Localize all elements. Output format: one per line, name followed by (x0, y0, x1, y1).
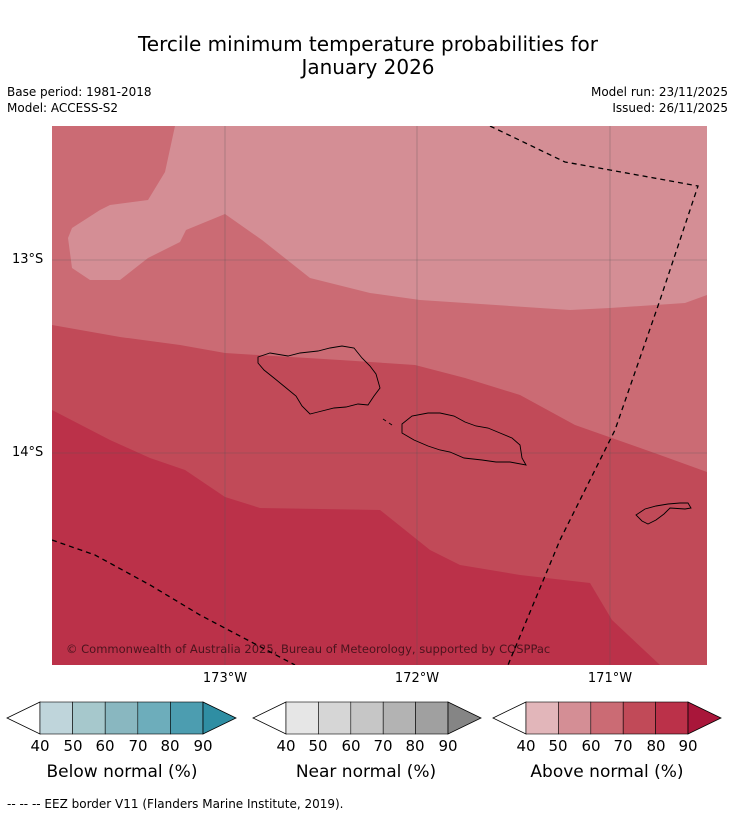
colorbar-segment (72, 701, 106, 735)
colorbar-segment (285, 701, 319, 735)
colorbar-extend-low (492, 701, 527, 735)
tick-label: 60 (95, 737, 115, 755)
tick-label: 60 (581, 737, 601, 755)
colorbar-segment (590, 701, 624, 735)
island-tutuila (635, 502, 692, 525)
colorbar-above (492, 701, 722, 735)
model-run: Model run: 23/11/2025 (590, 85, 728, 99)
tick-label: 80 (160, 737, 180, 755)
colorbar-below (6, 701, 237, 735)
tick-label: 50 (63, 737, 83, 755)
coastlines (257, 345, 692, 525)
chart-title-line2: January 2026 (301, 55, 435, 79)
lon-label-172w: 172°W (394, 671, 440, 686)
colorbar-segment (558, 701, 592, 735)
tick-label: 90 (193, 737, 213, 755)
tick-label: 70 (373, 737, 393, 755)
probability-field (52, 126, 707, 665)
colorbar-extend-high (202, 701, 237, 735)
colorbar-segment (382, 701, 416, 735)
tick-label: 80 (405, 737, 425, 755)
colorbar-extend-low (252, 701, 287, 735)
eez-border-east (489, 126, 699, 665)
colorbar-segment (655, 701, 689, 735)
tick-label: 90 (438, 737, 458, 755)
colorbar-near (252, 701, 482, 735)
colorbar-segment (104, 701, 139, 735)
colorbar-near-label: Near normal (%) (295, 762, 437, 782)
colorbar-segment (39, 701, 73, 735)
island-manono (382, 418, 393, 426)
copyright-text: © Commonwealth of Australia 2025, Bureau… (66, 642, 550, 656)
region-above-50 (68, 126, 707, 310)
chart-title-line1: Tercile minimum temperature probabilitie… (137, 32, 599, 56)
colorbar-segment (350, 701, 384, 735)
tick-label: 40 (516, 737, 536, 755)
colorbars (6, 701, 722, 735)
colorbar-segment (525, 701, 559, 735)
colorbar-below-label: Below normal (%) (46, 762, 198, 782)
tick-label: 60 (341, 737, 361, 755)
model-name: Model: ACCESS-S2 (7, 101, 119, 115)
tick-label: 40 (30, 737, 50, 755)
lat-label-13s: 13°S (12, 252, 44, 267)
issued-date: Issued: 26/11/2025 (612, 101, 728, 115)
colorbar-segment (415, 701, 449, 735)
lon-label-173w: 173°W (202, 671, 248, 686)
island-savaii (257, 345, 381, 415)
colorbar-above-label: Above normal (%) (530, 762, 684, 782)
colorbar-segment (137, 701, 171, 735)
eez-border-south (52, 539, 296, 665)
base-period: Base period: 1981-2018 (7, 85, 152, 99)
tick-label: 40 (276, 737, 296, 755)
island-upolu (401, 412, 527, 466)
eez-footnote: -- -- -- EEZ border V11 (Flanders Marine… (7, 797, 344, 811)
colorbar-segment (622, 701, 656, 735)
colorbar-segment (170, 701, 204, 735)
tick-label: 50 (308, 737, 328, 755)
tick-label: 70 (128, 737, 148, 755)
colorbar-segment (318, 701, 352, 735)
lon-label-171w: 171°W (587, 671, 633, 686)
tick-label: 70 (613, 737, 633, 755)
graticule (52, 126, 707, 665)
colorbar-extend-high (687, 701, 722, 735)
eez-border (52, 126, 699, 665)
tick-label: 90 (678, 737, 698, 755)
lat-label-14s: 14°S (12, 445, 44, 460)
colorbar-extend-low (6, 701, 41, 735)
tick-label: 50 (548, 737, 568, 755)
colorbar-extend-high (447, 701, 482, 735)
tick-label: 80 (646, 737, 666, 755)
